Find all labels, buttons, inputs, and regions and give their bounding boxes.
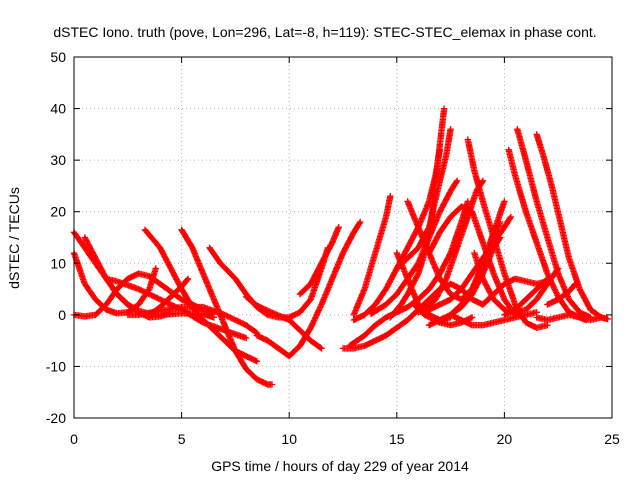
y-tick-label: 10 (50, 255, 66, 271)
x-tick-label: 20 (497, 431, 513, 447)
series-markers (146, 275, 192, 319)
chart-title: dSTEC Iono. truth (pove, Lon=296, Lat=-8… (53, 24, 596, 40)
y-tick-label: -20 (46, 410, 66, 426)
series-markers (296, 224, 342, 298)
series-markers (464, 136, 551, 331)
series-33 (501, 275, 551, 319)
y-axis-label: dSTEC / TECUs (6, 187, 22, 289)
series-30 (464, 136, 551, 331)
series-markers (544, 280, 579, 308)
series-markers (533, 131, 611, 323)
series-7 (141, 226, 261, 365)
x-axis-label: GPS time / hours of day 229 of year 2014 (211, 458, 469, 474)
series-markers (447, 309, 540, 329)
y-tick-label: -10 (46, 358, 66, 374)
x-tick-label: 15 (389, 431, 405, 447)
series-38 (544, 280, 579, 308)
series-5 (103, 275, 250, 342)
series-16 (346, 198, 471, 349)
x-tick-label: 0 (70, 431, 78, 447)
series-35 (514, 126, 594, 321)
y-tick-label: 40 (50, 101, 66, 117)
series-markers (178, 226, 276, 388)
x-tick-label: 25 (604, 431, 620, 447)
y-tick-label: 20 (50, 204, 66, 220)
series-markers (346, 198, 471, 349)
series-markers (253, 218, 364, 360)
x-tick-label: 10 (281, 431, 297, 447)
series-9 (178, 226, 276, 388)
y-tick-label: 0 (58, 307, 66, 323)
series-36 (533, 131, 611, 323)
series-markers (387, 105, 448, 321)
axis-ticks: 0 5 10 15 20 25 -20 -10 0 10 20 30 40 50 (46, 49, 620, 447)
plot-frame (73, 56, 613, 419)
series-13 (296, 224, 342, 298)
series-markers (514, 126, 594, 321)
series-markers (103, 275, 250, 342)
series-markers (350, 193, 394, 319)
series-markers (533, 311, 605, 324)
y-tick-label: 50 (50, 49, 66, 65)
series-markers (501, 275, 551, 319)
x-tick-label: 5 (178, 431, 186, 447)
series-37 (533, 311, 605, 324)
series-18 (350, 193, 394, 319)
series-markers (141, 226, 261, 365)
series-20 (387, 105, 448, 321)
series-8 (146, 275, 192, 319)
data-marks (70, 105, 611, 388)
series-12 (253, 218, 364, 360)
y-tick-label: 30 (50, 152, 66, 168)
series-29 (447, 309, 540, 329)
